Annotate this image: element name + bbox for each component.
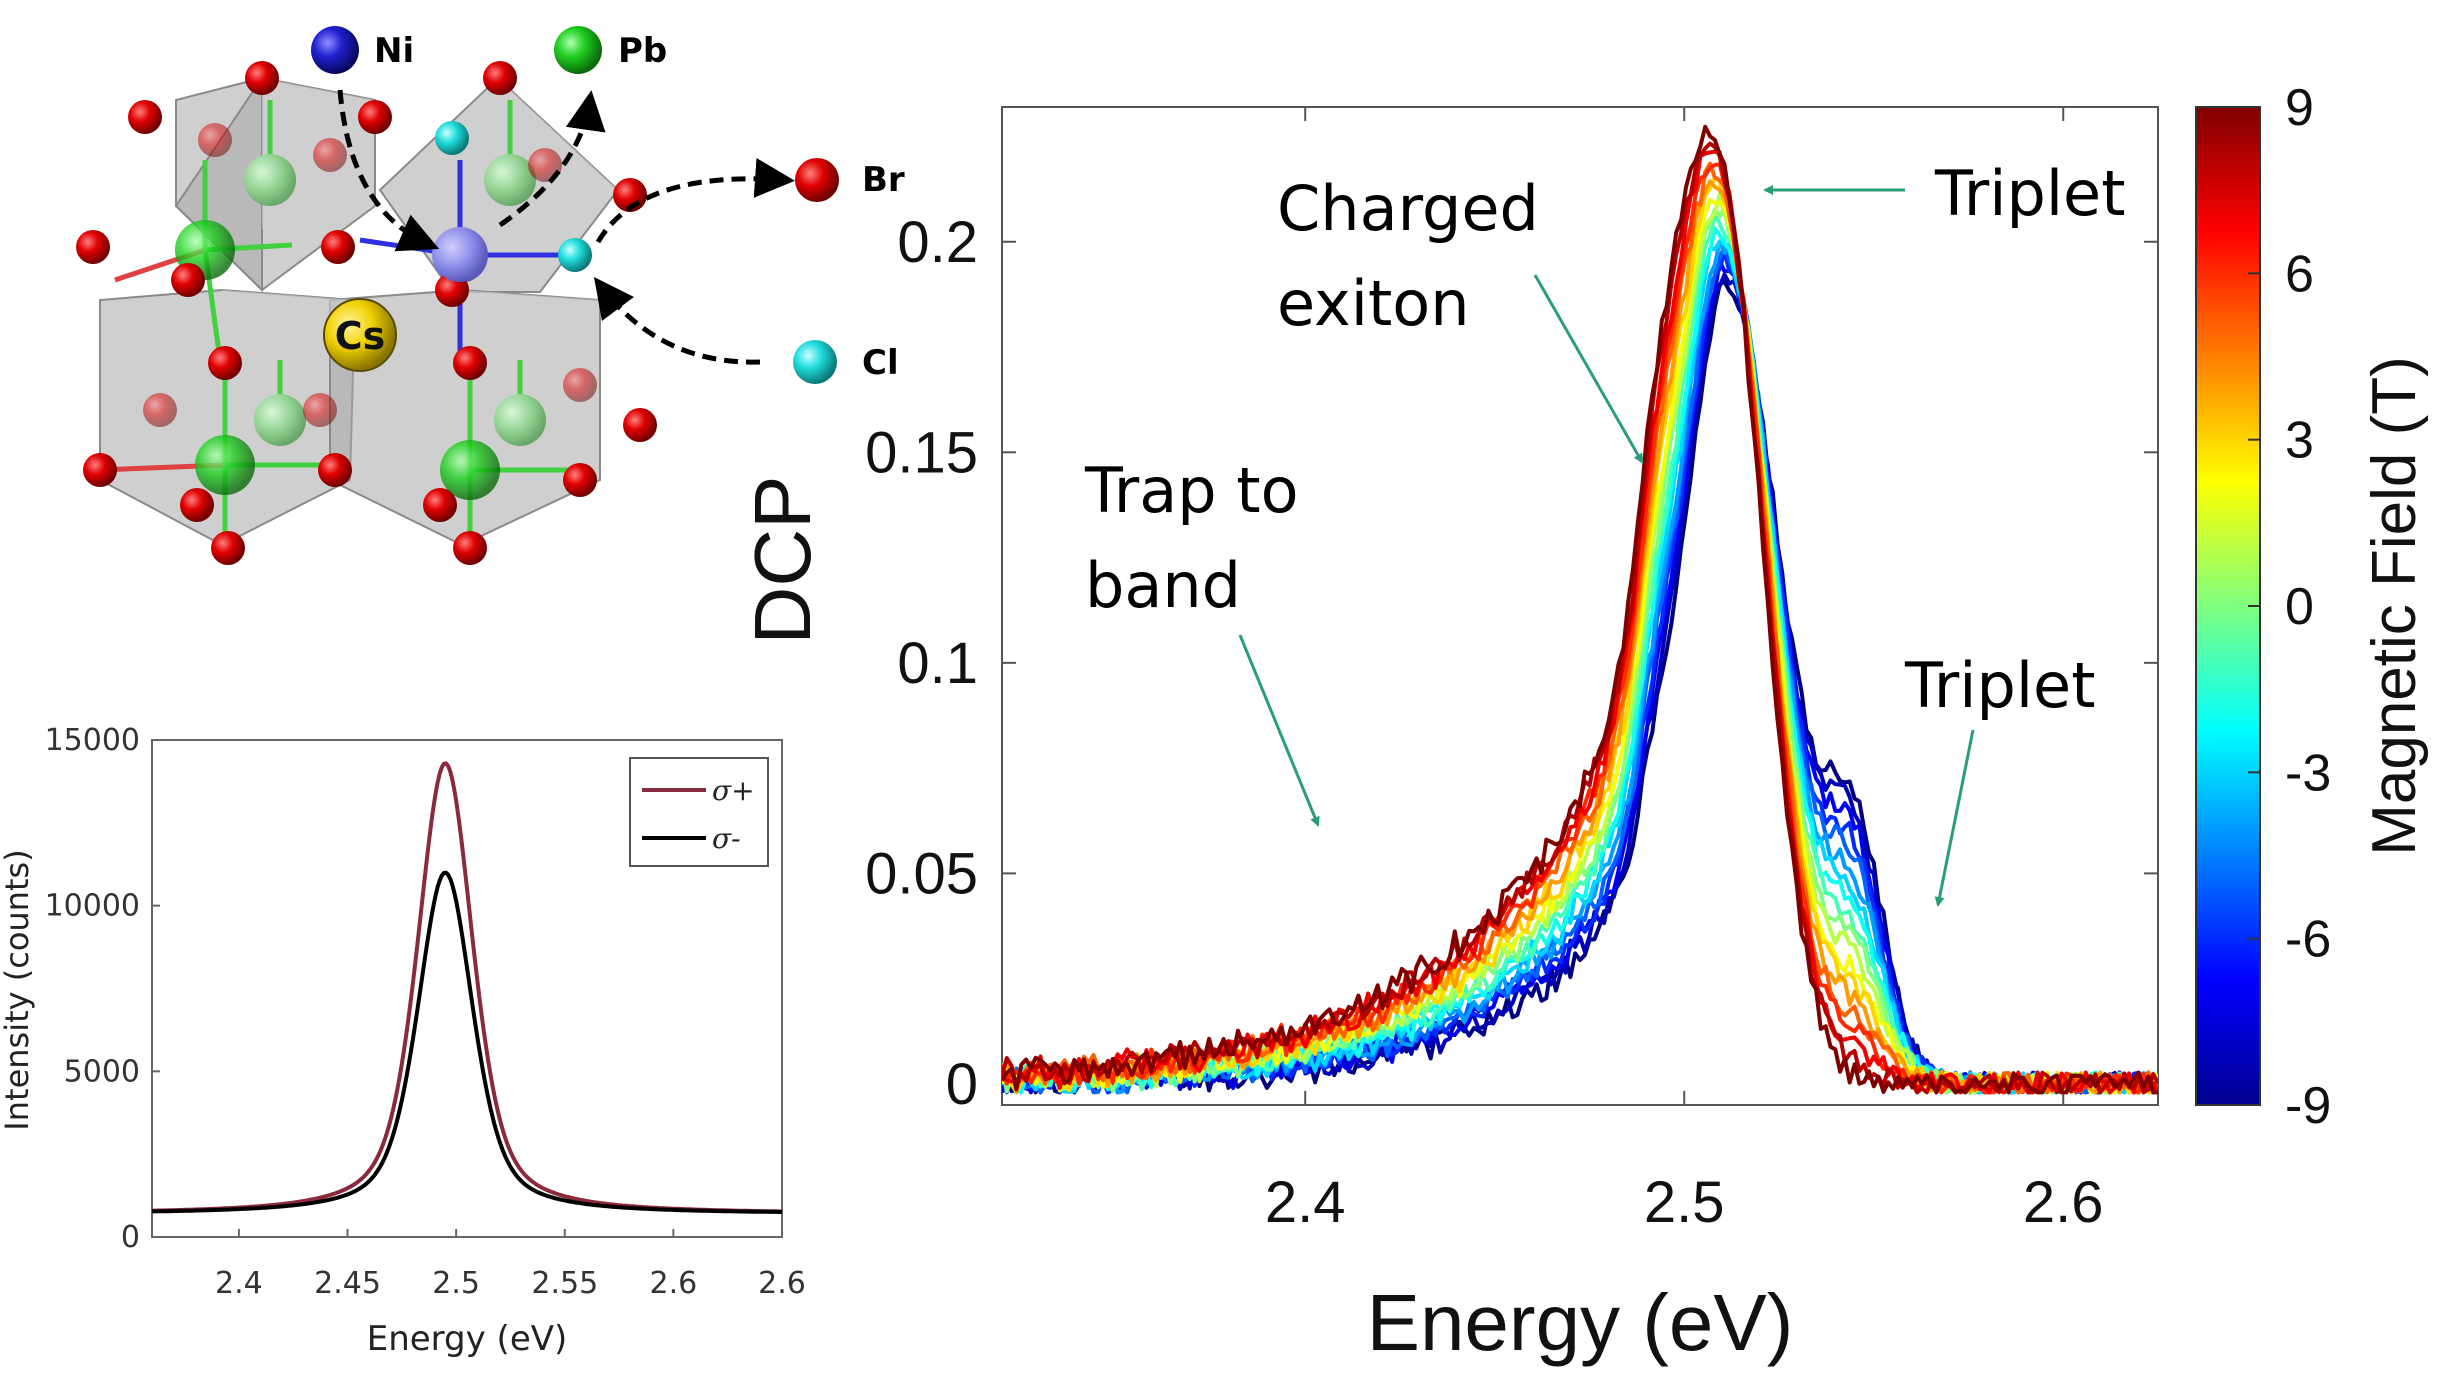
legend-label-sigma-plus: σ+ [712,774,755,807]
inset-x-tick-label: 2.6 [650,1266,698,1301]
br-legend-atom [795,158,839,202]
main-y-tick-label: 0 [946,1052,978,1117]
pb-legend-atom [554,26,602,74]
main-dcp-chart: 2.4 2.5 2.6 0 0.05 0.1 0.15 0.2 Energy (eV) DC… [738,79,2429,1367]
inset-x-tick-labels: 2.4 2.45 2.5 2.55 2.6 2.6 [215,1266,806,1301]
ni-substitution-arrow [337,89,440,252]
colorbar-tick-label: -9 [2285,1077,2331,1135]
colorbar-tick-label: 0 [2285,578,2314,636]
main-y-tick-label: 0.2 [897,210,978,275]
annotation-triplet-shoulder: Triplet [1904,649,2096,722]
inset-x-tick-label: 2.5 [432,1266,480,1301]
legend-label-sigma-minus: σ- [712,822,741,855]
inset-y-axis-label: Intensity (counts) [0,849,36,1130]
colorbar-tick-label: -3 [2285,744,2331,802]
colorbar-tick-label: 3 [2285,412,2314,470]
inset-x-tick-label: 2.4 [215,1266,263,1301]
cs-atom [323,298,397,372]
annotation-trap-to-band: Trap to band [1084,454,1299,622]
colorbar-ticks: 9 6 3 0 -3 -6 -9 [2248,79,2331,1135]
cs-label: Cs [335,314,386,358]
colorbar-tick-label: 9 [2285,79,2314,137]
arrow-triplet-shoulder [1934,729,1975,907]
inset-y-tick-label: 10000 [45,889,140,924]
br-legend-label: Br [862,160,905,200]
inset-x-tick-label: 2.45 [314,1266,381,1301]
inset-legend: σ+ σ- [629,757,769,867]
cl-atom-top [435,121,469,155]
ni-legend-atom [311,26,359,74]
br-atoms [76,61,657,565]
pb-legend-label: Pb [618,31,667,71]
main-annotations: Triplet Charged exiton Trap to band Triple… [1084,157,2126,907]
pb-removal-arrow [498,90,606,228]
inset-intensity-chart: 2.4 2.45 2.5 2.55 2.6 2.6 0 5000 10000 15000 Ene… [0,723,806,1359]
sigma-minus-line [152,870,782,1214]
colorbar-tick-label: 6 [2285,245,2314,303]
dcp-series-line [1002,124,2158,1095]
inset-y-tick-label: 0 [121,1220,140,1255]
colorbar-tick-label: -6 [2285,911,2331,969]
main-y-tick-label: 0.1 [897,631,978,696]
main-y-tick-labels: 0 0.05 0.1 0.15 0.2 [865,210,978,1117]
atom-legend: Ni Pb Br Cl [311,26,905,384]
ni-legend-label: Ni [374,31,414,71]
main-y-axis-label: DCP [738,476,827,645]
arrow-trap-to-band [1238,634,1320,827]
cl-legend-atom [793,340,837,384]
inset-y-tick-label: 15000 [45,723,140,758]
inset-x-tick-label: 2.6 [758,1266,806,1301]
cl-substitution-arrow [593,277,761,365]
main-y-tick-label: 0.05 [865,841,978,906]
colorbar-label: Magnetic Field (T) [2360,356,2429,856]
main-x-tick-label: 2.6 [2023,1170,2104,1235]
arrow-charged-exiton [1533,274,1644,464]
inset-x-axis-label: Energy (eV) [367,1319,568,1359]
inset-y-tick-label: 5000 [64,1054,140,1089]
inset-x-tick-label: 2.55 [531,1266,598,1301]
crystal-structure: Cs [76,26,905,565]
main-x-tick-labels: 2.4 2.5 2.6 [1265,1170,2104,1235]
cl-atom-right [558,238,592,272]
main-x-tick-label: 2.4 [1265,1170,1346,1235]
main-series [1002,124,2158,1095]
inset-series [152,761,782,1214]
inset-ticks [152,739,783,1238]
annotation-triplet-peak: Triplet [1934,157,2126,230]
inset-y-tick-labels: 0 5000 10000 15000 [45,723,140,1255]
cl-legend-label: Cl [862,343,899,383]
annotation-charged-exiton: Charged exiton [1277,172,1539,340]
main-x-axis-label: Energy (eV) [1367,1278,1794,1367]
main-y-tick-label: 0.15 [865,420,978,485]
main-x-tick-label: 2.5 [1644,1170,1725,1235]
ni-substituted-atom [433,228,487,282]
